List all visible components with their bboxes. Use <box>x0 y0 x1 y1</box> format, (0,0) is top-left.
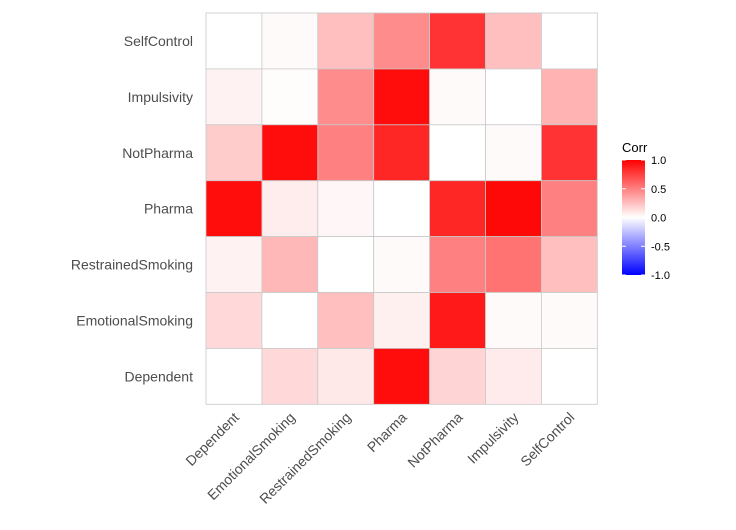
heatmap-cell-EmotionalSmoking-Pharma <box>373 292 431 349</box>
y-tick-label: Dependent <box>124 368 193 384</box>
heatmap-cell-RestrainedSmoking-NotPharma <box>429 236 486 293</box>
heatmap-cell-SelfControl-Pharma <box>373 12 431 70</box>
heatmap-cell-Dependent-SelfControl <box>541 347 598 405</box>
heatmap-cell-Impulsivity-EmotionalSmoking <box>261 68 319 126</box>
heatmap-cell-SelfControl-Dependent <box>205 12 263 70</box>
heatmap-cell-Dependent-Impulsivity <box>485 347 542 405</box>
heatmap-cell-Pharma-Dependent <box>205 180 263 237</box>
y-tick-labels: SelfControl Impulsivity NotPharma Pharma Res… <box>71 33 193 384</box>
heatmap-cell-Impulsivity-SelfControl <box>541 68 598 126</box>
legend: Corr 1.0 0.5 0.0 -0.5 -1.0 <box>622 140 670 282</box>
heatmap-cell-Dependent-Pharma <box>373 347 431 405</box>
x-tick-label: Dependent <box>182 409 242 469</box>
legend-tick-label: -0.5 <box>651 241 670 253</box>
legend-tick-label: -1.0 <box>651 270 670 282</box>
heatmap-cell-EmotionalSmoking-SelfControl <box>541 292 598 349</box>
heatmap-cell-NotPharma-Pharma <box>373 124 431 182</box>
heatmap-cell-Dependent-NotPharma <box>429 347 486 405</box>
heatmap-cell-SelfControl-RestrainedSmoking <box>317 12 375 70</box>
heatmap-cell-Pharma-NotPharma <box>429 180 486 237</box>
heatmap-cell-SelfControl-Impulsivity <box>485 12 542 70</box>
heatmap-cell-SelfControl-EmotionalSmoking <box>261 12 319 70</box>
heatmap-cell-Dependent-RestrainedSmoking <box>317 347 375 405</box>
heatmap-cell-Impulsivity-NotPharma <box>429 68 486 126</box>
heatmap-cell-Pharma-Pharma <box>373 180 431 237</box>
y-tick-label: SelfControl <box>124 33 193 49</box>
heatmap-cell-EmotionalSmoking-RestrainedSmoking <box>317 292 375 349</box>
legend-tick-label: 0.0 <box>651 213 666 225</box>
heatmap-cell-RestrainedSmoking-SelfControl <box>541 236 598 293</box>
heatmap-cell-EmotionalSmoking-Impulsivity <box>485 292 542 349</box>
heatmap-cell-Impulsivity-Dependent <box>205 68 263 126</box>
legend-title: Corr <box>622 140 648 155</box>
heatmap-cell-EmotionalSmoking-NotPharma <box>429 292 486 349</box>
heatmap-cell-RestrainedSmoking-Pharma <box>373 236 431 293</box>
heatmap-cell-Dependent-Dependent <box>205 347 263 405</box>
x-tick-label: Pharma <box>364 409 410 455</box>
x-tick-label: NotPharma <box>404 409 466 471</box>
x-tick-label: SelfControl <box>517 409 577 469</box>
legend-colorbar <box>622 160 645 275</box>
heatmap-cell-EmotionalSmoking-EmotionalSmoking <box>261 292 319 349</box>
heatmap-cell-Dependent-EmotionalSmoking <box>261 347 319 405</box>
heatmap-cell-Impulsivity-Pharma <box>373 68 431 126</box>
heatmap-cell-SelfControl-SelfControl <box>541 12 598 70</box>
heatmap-cell-RestrainedSmoking-EmotionalSmoking <box>261 236 319 293</box>
heatmap-cell-RestrainedSmoking-RestrainedSmoking <box>317 236 375 293</box>
x-tick-labels: DependentEmotionalSmokingRestrainedSmoki… <box>182 409 577 507</box>
y-tick-label: NotPharma <box>122 145 193 161</box>
heatmap-cell-RestrainedSmoking-Dependent <box>205 236 263 293</box>
heatmap-cell-Pharma-SelfControl <box>541 180 598 237</box>
heatmap-cell-NotPharma-NotPharma <box>429 124 486 182</box>
legend-tick-label: 1.0 <box>651 155 666 167</box>
heatmap-cell-NotPharma-RestrainedSmoking <box>317 124 375 182</box>
heatmap-cell-SelfControl-NotPharma <box>429 12 486 70</box>
heatmap-cells <box>205 12 598 405</box>
heatmap-cell-NotPharma-Impulsivity <box>485 124 542 182</box>
heatmap-cell-RestrainedSmoking-Impulsivity <box>485 236 542 293</box>
y-tick-label: Pharma <box>144 201 193 217</box>
x-tick-label: Impulsivity <box>464 409 522 467</box>
heatmap-cell-Impulsivity-RestrainedSmoking <box>317 68 375 126</box>
heatmap-cell-Pharma-EmotionalSmoking <box>261 180 319 237</box>
y-tick-label: Impulsivity <box>128 89 193 105</box>
heatmap-cell-NotPharma-Dependent <box>205 124 263 182</box>
y-tick-label: EmotionalSmoking <box>76 312 193 328</box>
heatmap-cell-NotPharma-EmotionalSmoking <box>261 124 319 182</box>
heatmap-cell-Pharma-RestrainedSmoking <box>317 180 375 237</box>
heatmap-cell-EmotionalSmoking-Dependent <box>205 292 263 349</box>
legend-tick-label: 0.5 <box>651 184 666 196</box>
heatmap-cell-Pharma-Impulsivity <box>485 180 542 237</box>
y-tick-label: RestrainedSmoking <box>71 257 193 273</box>
heatmap-cell-Impulsivity-Impulsivity <box>485 68 542 126</box>
heatmap-cell-NotPharma-SelfControl <box>541 124 598 182</box>
